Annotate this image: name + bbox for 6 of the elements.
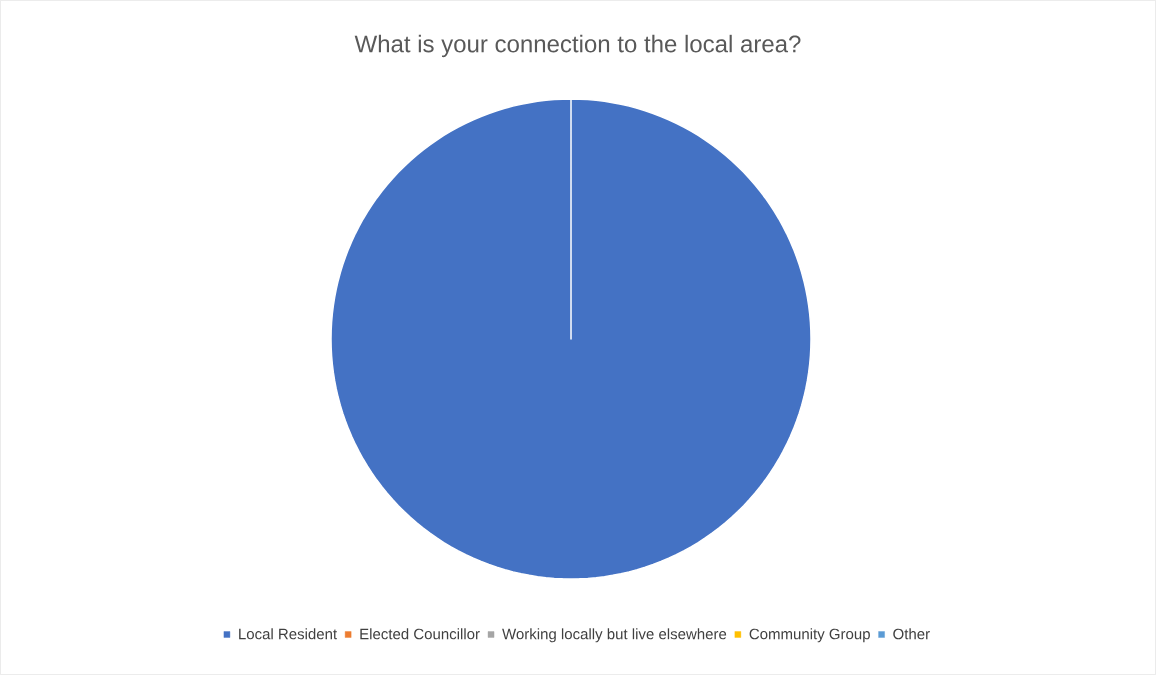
- legend-label: Working locally but live elsewhere: [502, 628, 727, 643]
- legend-label: Local Resident: [239, 628, 338, 640]
- chart-title: What is your connection to the local area?: [354, 34, 801, 58]
- legend-label: Elected Councillor: [360, 628, 480, 640]
- legend-label: Other: [893, 628, 930, 640]
- legend-label: Community Group: [749, 628, 870, 643]
